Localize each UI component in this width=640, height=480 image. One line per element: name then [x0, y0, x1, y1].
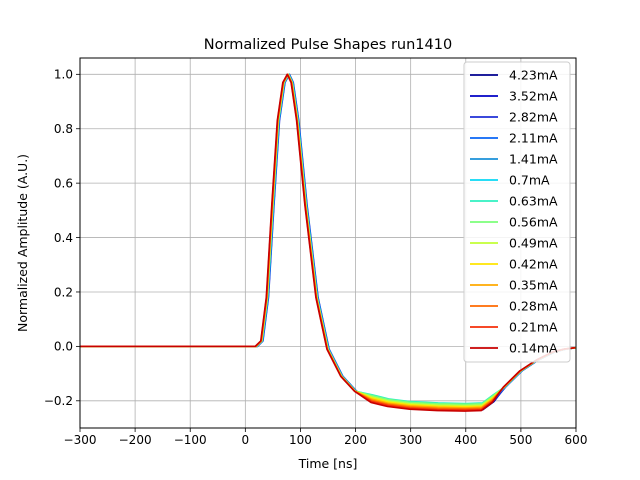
chart-title: Normalized Pulse Shapes run1410	[204, 37, 452, 53]
legend-entry-label: 0.35mA	[509, 278, 558, 293]
y-tick-label: −0.2	[44, 394, 73, 408]
legend-entry-label: 0.56mA	[509, 215, 558, 230]
x-tick-label: 400	[454, 433, 477, 447]
legend-entry-label: 0.63mA	[509, 194, 558, 209]
legend-entry-label: 2.11mA	[509, 131, 558, 146]
x-tick-label: 500	[509, 433, 532, 447]
y-tick-label: 0.0	[54, 340, 73, 354]
plot-frame	[79, 57, 577, 429]
legend-entry-label: 0.42mA	[509, 257, 558, 272]
legend-entry-label: 4.23mA	[509, 68, 558, 83]
legend-entry-label: 3.52mA	[509, 89, 558, 104]
legend-entry-label: 0.14mA	[509, 341, 558, 356]
x-axis-label: Time [ns]	[298, 456, 358, 471]
axis-ticks: −300 −200 −100 0 100 200 300 400 500 600 −0.2 0.0 0.…	[44, 68, 588, 447]
x-tick-label: −200	[119, 433, 152, 447]
x-tick-label: −300	[64, 433, 97, 447]
y-axis-label: Normalized Amplitude (A.U.)	[15, 154, 30, 332]
legend-entry-label: 2.82mA	[509, 110, 558, 125]
x-tick-label: 0	[242, 433, 250, 447]
y-tick-label: 0.4	[54, 231, 73, 245]
x-tick-label: 200	[344, 433, 367, 447]
y-tick-label: 0.6	[54, 176, 73, 190]
x-tick-label: 300	[399, 433, 422, 447]
legend-entry-label: 0.49mA	[509, 236, 558, 251]
legend-entry-label: 1.41mA	[509, 152, 558, 167]
legend-entry-label: 0.28mA	[509, 299, 558, 314]
legend-box	[463, 61, 571, 363]
x-tick-label: 600	[565, 433, 588, 447]
legend-entry-label: 0.7mA	[509, 173, 550, 188]
y-tick-label: 0.8	[54, 122, 73, 136]
x-tick-label: 100	[289, 433, 312, 447]
x-tick-label: −100	[174, 433, 207, 447]
series-lines	[80, 73, 577, 412]
series-line	[80, 73, 575, 412]
legend-entry-label: 0.21mA	[509, 320, 558, 335]
legend: 4.23mA 3.52mA 2.82mA 2.11mA 1.41mA 0.7mA 0.63m…	[463, 61, 571, 363]
y-tick-label: 1.0	[54, 68, 73, 82]
y-tick-label: 0.2	[54, 285, 73, 299]
